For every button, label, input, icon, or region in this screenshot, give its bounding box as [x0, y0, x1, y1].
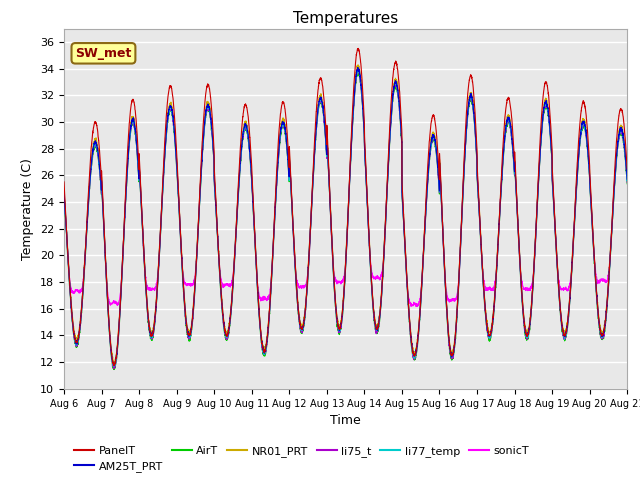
PanelT — [110, 363, 118, 369]
sonicT — [472, 141, 480, 146]
NR01_PRT — [60, 186, 68, 192]
AirT — [354, 70, 362, 75]
PanelT — [623, 166, 631, 172]
li77_temp — [472, 143, 480, 148]
li75_t — [325, 173, 333, 179]
li77_temp — [325, 170, 333, 176]
AM25T_PRT — [60, 189, 68, 195]
li75_t — [472, 144, 480, 149]
li75_t — [110, 365, 118, 371]
AirT — [161, 145, 169, 151]
AM25T_PRT — [623, 171, 630, 177]
NR01_PRT — [325, 165, 333, 171]
AirT — [325, 172, 333, 178]
NR01_PRT — [109, 360, 117, 366]
AM25T_PRT — [161, 143, 169, 149]
AirT — [472, 144, 480, 150]
PanelT — [60, 179, 68, 185]
NR01_PRT — [354, 62, 362, 68]
Line: li77_temp: li77_temp — [64, 69, 627, 366]
Line: AM25T_PRT: AM25T_PRT — [64, 68, 627, 366]
NR01_PRT — [161, 138, 169, 144]
sonicT — [441, 272, 449, 278]
AM25T_PRT — [441, 272, 449, 277]
AirT — [623, 181, 631, 187]
li75_t — [355, 68, 362, 73]
NR01_PRT — [623, 173, 631, 179]
sonicT — [161, 144, 169, 150]
AM25T_PRT — [354, 65, 362, 71]
NR01_PRT — [623, 168, 630, 174]
AirT — [623, 175, 630, 180]
Text: SW_met: SW_met — [76, 47, 132, 60]
sonicT — [354, 65, 362, 71]
li75_t — [504, 119, 512, 125]
li75_t — [623, 180, 631, 185]
li77_temp — [623, 177, 631, 183]
Line: PanelT: PanelT — [64, 48, 627, 366]
AM25T_PRT — [623, 177, 631, 182]
AM25T_PRT — [325, 167, 333, 173]
li75_t — [623, 171, 630, 177]
sonicT — [413, 304, 420, 310]
AirT — [110, 367, 118, 372]
Y-axis label: Temperature (C): Temperature (C) — [22, 158, 35, 260]
AirT — [504, 119, 512, 125]
Line: li75_t: li75_t — [64, 71, 627, 368]
Line: NR01_PRT: NR01_PRT — [64, 65, 627, 363]
PanelT — [355, 46, 362, 51]
PanelT — [504, 96, 512, 102]
AM25T_PRT — [472, 141, 480, 146]
li75_t — [161, 145, 169, 151]
PanelT — [325, 165, 333, 170]
sonicT — [504, 117, 512, 122]
sonicT — [623, 175, 631, 181]
sonicT — [324, 165, 332, 170]
PanelT — [441, 271, 449, 277]
NR01_PRT — [504, 112, 512, 118]
li77_temp — [354, 66, 362, 72]
PanelT — [161, 129, 169, 134]
sonicT — [60, 189, 68, 195]
PanelT — [472, 128, 480, 134]
AM25T_PRT — [110, 363, 118, 369]
Line: sonicT: sonicT — [64, 68, 627, 307]
li75_t — [60, 192, 68, 197]
NR01_PRT — [441, 269, 449, 275]
li77_temp — [60, 190, 68, 196]
Title: Temperatures: Temperatures — [293, 11, 398, 26]
li77_temp — [504, 117, 512, 122]
Line: AirT: AirT — [64, 72, 627, 370]
PanelT — [623, 158, 630, 164]
li77_temp — [623, 170, 630, 176]
li77_temp — [161, 144, 169, 150]
li77_temp — [110, 363, 118, 369]
X-axis label: Time: Time — [330, 414, 361, 427]
AirT — [60, 192, 68, 198]
NR01_PRT — [472, 137, 480, 143]
AM25T_PRT — [504, 117, 512, 122]
Legend: PanelT, AM25T_PRT, AirT, NR01_PRT, li75_t, li77_temp, sonicT: PanelT, AM25T_PRT, AirT, NR01_PRT, li75_… — [70, 441, 533, 477]
sonicT — [623, 170, 630, 176]
li75_t — [441, 275, 449, 280]
AirT — [441, 276, 449, 282]
li77_temp — [441, 274, 449, 280]
